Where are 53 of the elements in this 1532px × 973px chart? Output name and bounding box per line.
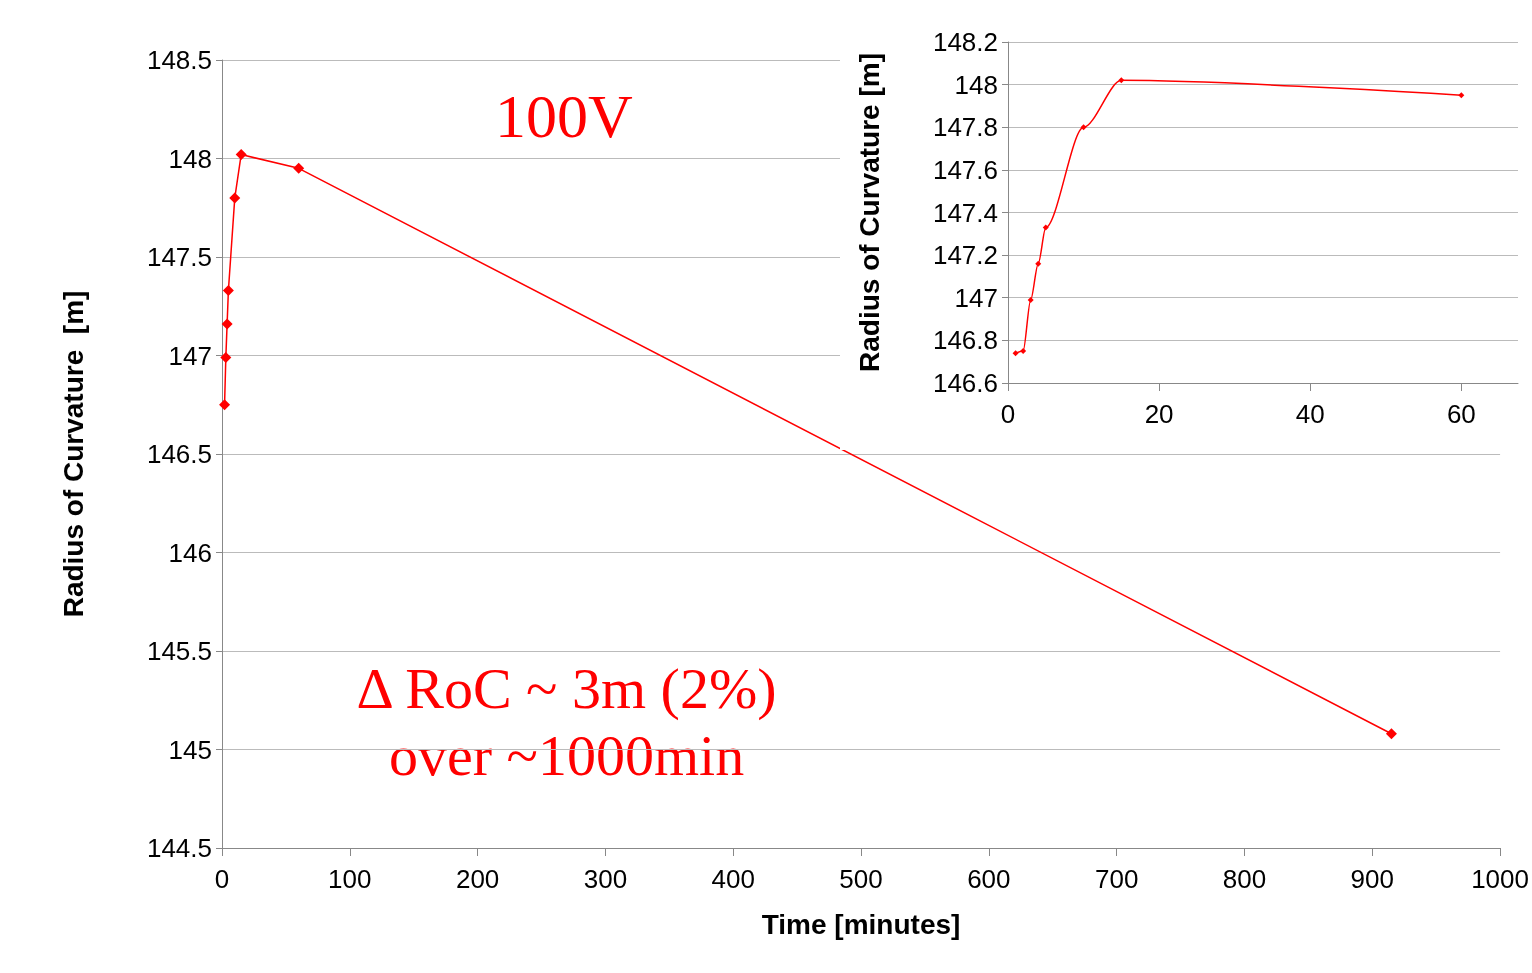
point bbox=[1080, 124, 1087, 131]
x-tick-label: 800 bbox=[1222, 864, 1267, 894]
point bbox=[1118, 77, 1125, 84]
point bbox=[293, 162, 305, 174]
x-tick-label: 400 bbox=[711, 864, 755, 894]
x-tick-label: 40 bbox=[1295, 399, 1325, 429]
x-tick-label: 0 bbox=[1000, 399, 1016, 429]
y-tick-label: 144.5 bbox=[146, 833, 212, 863]
x-axis-title: Time [minutes] bbox=[761, 908, 961, 940]
y-tick-label: 147.5 bbox=[146, 242, 212, 272]
x-tick-label: 20 bbox=[1144, 399, 1174, 429]
y-tick-label: 147 bbox=[168, 340, 212, 371]
y-axis-title: Radius of Curvature [m] bbox=[853, 53, 885, 372]
y-tick-label: 147.4 bbox=[932, 197, 998, 228]
y-tick-label: 147.8 bbox=[932, 112, 998, 143]
x-tick-label: 700 bbox=[1094, 864, 1139, 894]
y-tick-label: 148.2 bbox=[932, 27, 998, 57]
x-tick-label: 600 bbox=[967, 864, 1011, 894]
x-tick-label: 1000 bbox=[1471, 864, 1529, 894]
y-tick-label: 146.8 bbox=[932, 325, 998, 356]
point bbox=[1042, 224, 1049, 231]
point bbox=[221, 318, 233, 330]
point bbox=[1027, 296, 1034, 303]
y-tick-label: 148 bbox=[168, 143, 212, 174]
x-tick-label: 200 bbox=[455, 864, 500, 894]
point bbox=[229, 192, 241, 204]
y-tick-label: 147 bbox=[954, 282, 998, 313]
y-tick-label: 147.2 bbox=[932, 240, 998, 271]
y-tick-label: 148 bbox=[954, 69, 998, 100]
y-tick-label: 147.6 bbox=[932, 154, 998, 185]
y-tick-label: 146.5 bbox=[146, 439, 212, 469]
point bbox=[1458, 92, 1465, 99]
point bbox=[235, 149, 247, 161]
point bbox=[222, 284, 234, 296]
y-axis-title: Radius of Curvature [m] bbox=[57, 290, 89, 618]
x-tick-label: 100 bbox=[328, 864, 372, 894]
y-tick-label: 145 bbox=[168, 734, 212, 765]
point bbox=[1020, 348, 1027, 355]
point bbox=[219, 399, 231, 411]
annotation: 100V bbox=[495, 81, 633, 150]
y-tick-label: 146 bbox=[168, 537, 212, 568]
y-tick-label: 145.5 bbox=[146, 636, 212, 666]
point bbox=[220, 351, 232, 363]
y-tick-label: 146.6 bbox=[932, 368, 998, 398]
x-tick-label: 900 bbox=[1350, 864, 1394, 894]
y-tick-label: 148.5 bbox=[146, 45, 212, 75]
x-tick-label: 60 bbox=[1446, 399, 1476, 429]
x-tick-label: 300 bbox=[583, 864, 628, 894]
point bbox=[1035, 260, 1042, 267]
point bbox=[1385, 728, 1397, 740]
x-tick-label: 0 bbox=[214, 864, 230, 894]
x-tick-label: 500 bbox=[839, 864, 883, 894]
point bbox=[1012, 350, 1019, 357]
